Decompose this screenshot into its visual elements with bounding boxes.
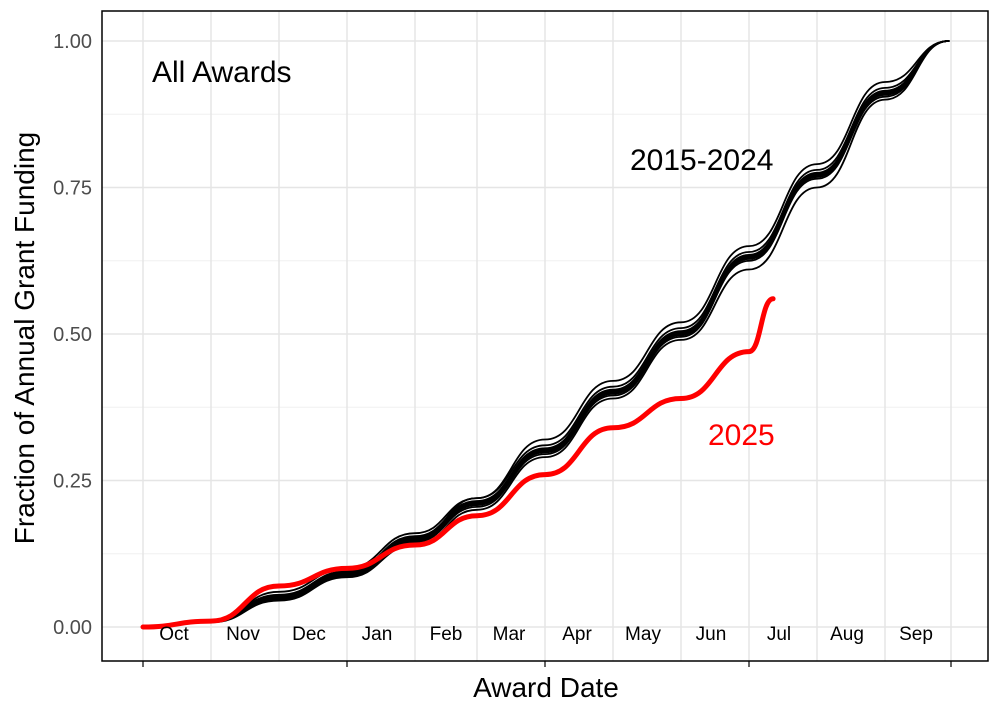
y-tick-label: 0.25 [53,471,92,493]
x-tick-label: Jun [696,624,727,645]
x-tick-label: Dec [292,624,326,645]
y-tick-label: 1.00 [53,31,92,53]
history-series-group [142,40,950,628]
x-tick-label: May [625,624,661,645]
series-line-history [142,40,950,628]
series-line-history [142,40,950,628]
x-tick-label: Feb [430,624,463,645]
x-axis-title: Award Date [473,672,619,703]
panel-border [101,10,989,662]
y-axis-title: Fraction of Annual Grant Funding [9,132,40,544]
history-label: 2015-2024 [630,144,773,177]
y-tick-label: 0.00 [53,617,92,639]
gridlines [102,11,988,667]
x-tick-label: Jan [362,624,393,645]
x-tick-label: Apr [562,624,592,645]
current-series-group [140,296,776,630]
y-tick-label: 0.50 [53,324,92,346]
x-axis-ticks: Oct Nov Dec Jan Feb Mar Apr May Jun Jul Aug Sep [159,624,933,645]
y-tick-label: 0.75 [53,178,92,200]
current-label: 2025 [708,419,775,452]
x-tick-label: Jul [767,624,791,645]
series-line-history [142,40,950,628]
y-axis-ticks: 0.00 0.25 0.50 0.75 1.00 [53,31,92,639]
panel-label: All Awards [152,56,292,89]
x-tick-label: Aug [830,624,864,645]
series-line-current [140,296,776,630]
x-tick-label: Sep [899,624,933,645]
x-tick-label: Nov [226,624,260,645]
x-tick-label: Oct [159,624,189,645]
x-tick-label: Mar [493,624,526,645]
series-line-history [142,40,950,628]
